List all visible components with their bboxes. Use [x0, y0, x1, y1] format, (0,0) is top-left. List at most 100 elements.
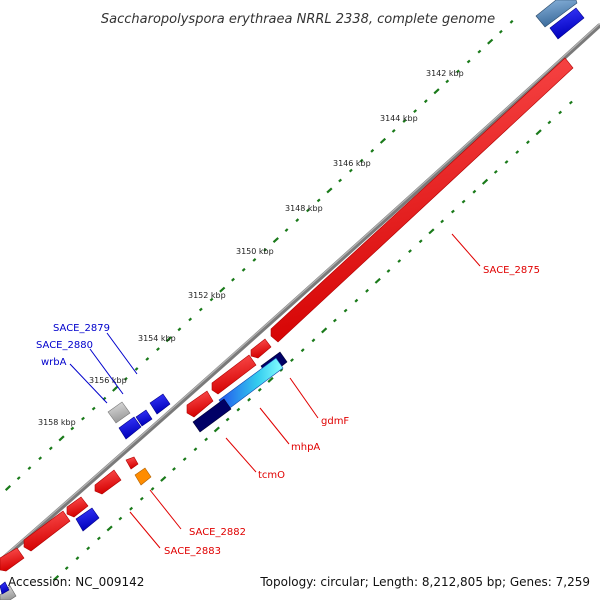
tick-dot	[397, 259, 402, 263]
gene-label[interactable]: wrbA	[41, 357, 67, 368]
tick-dot	[526, 140, 530, 145]
tick-dot	[509, 19, 514, 24]
tick-dot	[321, 327, 328, 334]
genome-summary-text: Topology: circular; Length: 8,212,805 bp…	[259, 575, 590, 589]
tick-dot	[440, 219, 445, 224]
gene-label[interactable]: mhpA	[291, 442, 320, 453]
tick-dot	[450, 209, 455, 214]
tick-dot	[145, 357, 150, 361]
gene-SACE_2875[interactable]	[270, 57, 574, 343]
tick-dot-tracks	[4, 19, 573, 582]
tick-dot	[379, 137, 387, 144]
reverse-strand-genes	[0, 0, 585, 600]
tick-label: 3154 kbp	[138, 334, 176, 343]
gene-SACE_2883[interactable]	[75, 507, 100, 532]
tick-dot	[267, 376, 274, 383]
tick-dot	[48, 446, 53, 451]
gene-label[interactable]: tcmO	[258, 470, 285, 481]
gene-label[interactable]: SACE_2883	[164, 546, 221, 557]
leader-SACE_2882	[149, 489, 182, 530]
leader-SACE_2875	[451, 233, 481, 267]
leader-gdmF	[289, 377, 319, 419]
tick-dot	[279, 368, 284, 372]
gene-SACE_2882[interactable]	[134, 467, 152, 486]
gene-pseudo-grey[interactable]	[107, 401, 131, 424]
tick-dot	[456, 69, 460, 74]
tick-dot	[209, 297, 214, 302]
tick-label: 3158 kbp	[38, 418, 76, 427]
gene-arrow-forward[interactable]	[250, 338, 272, 359]
tick-dot	[70, 426, 75, 431]
tick-dot	[81, 416, 85, 421]
gene-arrow-steel[interactable]	[535, 0, 578, 28]
tick-dot	[481, 178, 489, 185]
gene-arrow-forward[interactable]	[211, 354, 257, 395]
genome-backbone	[0, 23, 600, 565]
gene-arrow-forward[interactable]	[94, 469, 122, 495]
gene-arrow-forward[interactable]	[66, 496, 89, 518]
gene-SACE_2880[interactable]	[135, 409, 153, 427]
tick-dot	[16, 476, 21, 481]
tick-dot	[391, 128, 396, 133]
tick-label: 3148 kbp	[285, 204, 323, 213]
tick-dot	[182, 457, 187, 462]
tick-dot	[300, 348, 305, 353]
tick-dot	[445, 79, 450, 84]
gene-SACE_2879[interactable]	[149, 393, 171, 415]
gene-arrow-forward[interactable]	[0, 547, 25, 572]
leader-mhpA	[259, 407, 290, 445]
tick-dot	[106, 525, 113, 532]
tick-dot	[316, 198, 321, 203]
tick-label: 3146 kbp	[333, 159, 371, 168]
gene-label[interactable]: SACE_2882	[189, 527, 246, 538]
label-leaders	[69, 233, 481, 549]
tick-dot	[354, 298, 359, 303]
leader-SACE_2879	[106, 332, 138, 375]
gene-arrow-forward[interactable]	[23, 510, 71, 552]
forward-strand-genes	[0, 57, 574, 572]
gene-label[interactable]: SACE_2879	[53, 323, 110, 334]
tick-labels: 3142 kbp 3144 kbp 3146 kbp 3148 kbp 3150…	[38, 69, 464, 427]
tick-dot	[193, 447, 198, 452]
gene-arrow-forward[interactable]	[125, 456, 139, 470]
gene-arrow-forward[interactable]	[186, 390, 214, 418]
gene-wrbA[interactable]	[118, 416, 142, 440]
tick-dot	[386, 269, 391, 273]
tick-dot	[338, 178, 343, 183]
tick-dot	[433, 88, 440, 95]
tick-dot	[493, 169, 498, 174]
tick-dot	[75, 556, 80, 561]
tick-dot	[4, 485, 12, 491]
tick-dot	[343, 308, 348, 313]
gene-label[interactable]: gdmF	[321, 416, 349, 427]
tick-dot	[284, 228, 289, 232]
tick-dot	[118, 516, 123, 521]
tick-dot	[219, 286, 226, 293]
tick-dot	[241, 267, 246, 272]
tick-dot	[402, 119, 407, 123]
leader-SACE_2880	[89, 348, 124, 395]
tick-dot	[58, 435, 65, 442]
tick-dot	[213, 426, 220, 433]
tick-dot	[487, 38, 494, 45]
tick-dot	[498, 29, 503, 34]
gene-tcmO[interactable]	[192, 398, 232, 433]
tick-dot	[231, 277, 235, 282]
tick-dot	[188, 317, 193, 322]
gene-label[interactable]: SACE_2880	[36, 340, 93, 351]
tick-dot	[160, 475, 167, 482]
gene-label[interactable]: SACE_2875	[483, 265, 540, 276]
gene-arrow-grey-edge[interactable]	[0, 585, 17, 600]
tick-dot	[290, 358, 294, 363]
gene-arrow-reverse[interactable]	[549, 7, 585, 40]
tick-dot	[52, 574, 60, 582]
tick-label: 3156 kbp	[89, 376, 127, 385]
tick-dot	[272, 237, 279, 244]
tick-label: 3144 kbp	[380, 114, 418, 123]
gene-arrow-blue-edge[interactable]	[0, 581, 10, 595]
tick-dot	[123, 377, 128, 381]
tick-dot	[477, 49, 482, 54]
tick-dot	[408, 249, 412, 254]
tick-dot	[172, 467, 176, 471]
tick-dot	[91, 406, 96, 411]
